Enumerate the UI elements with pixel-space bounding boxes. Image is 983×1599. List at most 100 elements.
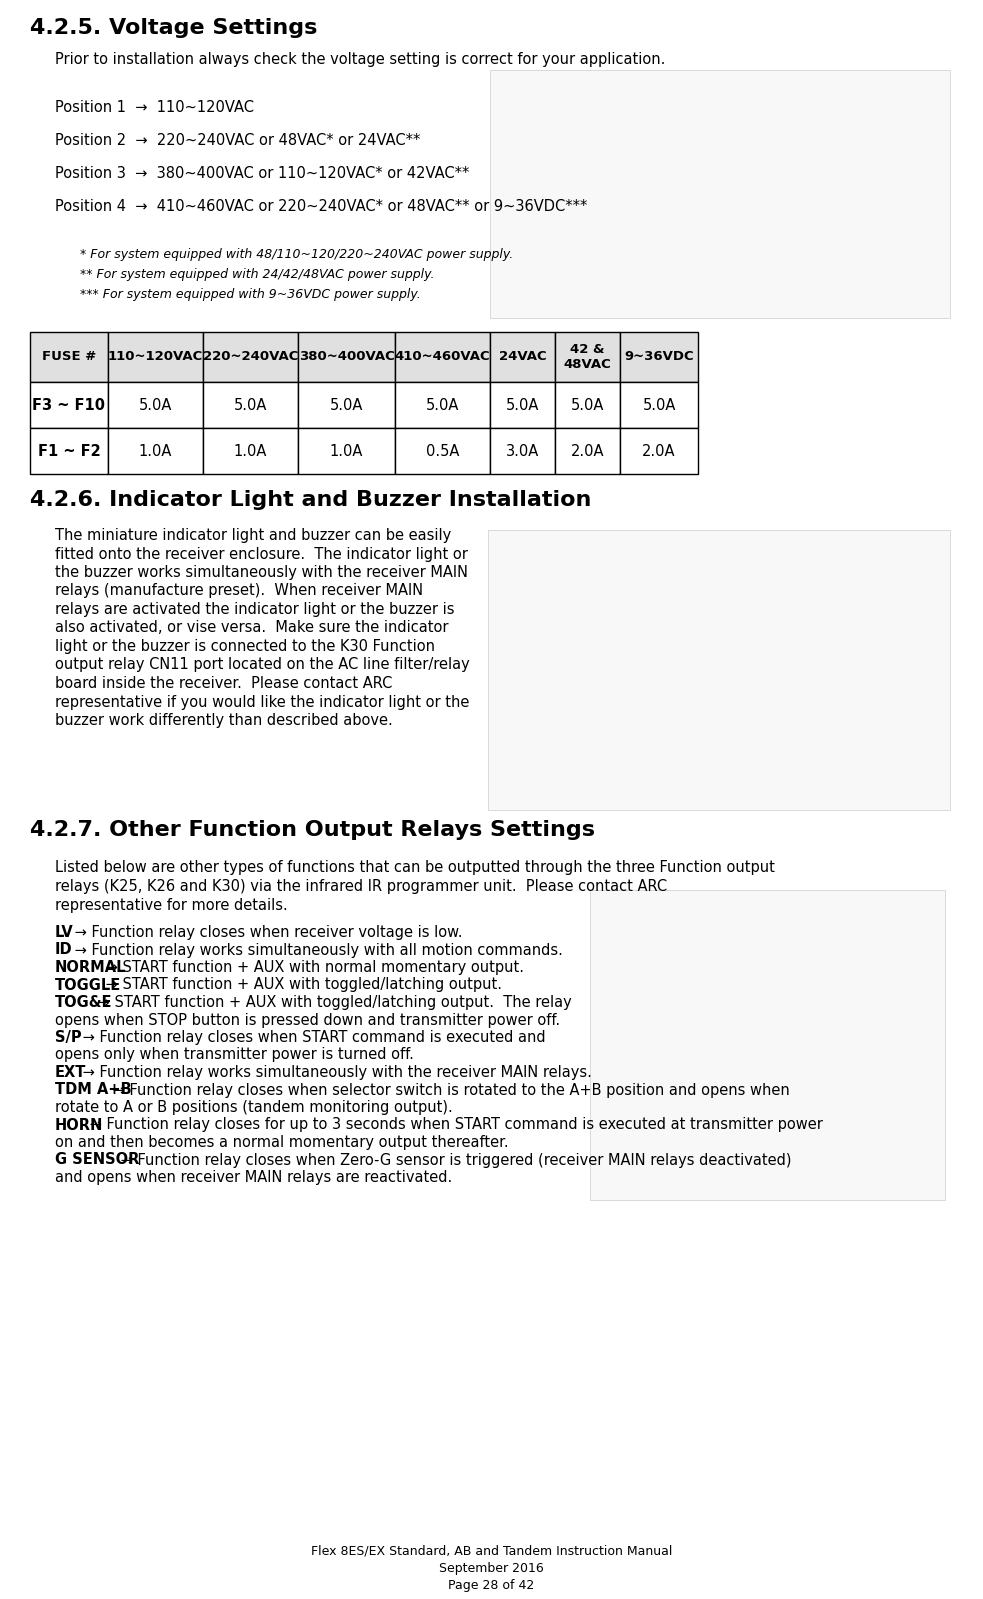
Text: output relay CN11 port located on the AC line filter/relay: output relay CN11 port located on the AC… [55,657,470,673]
Bar [298,333,395,382]
Text: → Function relay closes when selector switch is rotated to the A+B position and : → Function relay closes when selector sw… [108,1083,790,1097]
Text: 5.0A: 5.0A [330,398,363,413]
Text: → START function + AUX with toggled/latching output.: → START function + AUX with toggled/latc… [100,977,501,993]
Text: 4.2.5. Voltage Settings: 4.2.5. Voltage Settings [30,18,318,38]
Text: EXT: EXT [55,1065,87,1079]
Text: 5.0A: 5.0A [642,398,675,413]
Text: 5.0A: 5.0A [426,398,459,413]
Bar [490,429,555,473]
Text: Page 28 of 42: Page 28 of 42 [448,1578,535,1593]
Bar [590,891,945,1199]
Text: 410~460VAC: 410~460VAC [395,350,491,363]
Text: fitted onto the receiver enclosure.  The indicator light or: fitted onto the receiver enclosure. The … [55,547,468,561]
Text: board inside the receiver.  Please contact ARC: board inside the receiver. Please contac… [55,676,392,691]
Text: → Function relay closes when receiver voltage is low.: → Function relay closes when receiver vo… [70,924,463,940]
Text: 380~400VAC: 380~400VAC [299,350,394,363]
Text: → Function relay works simultaneously with all motion commands.: → Function relay works simultaneously wi… [70,942,563,958]
Text: relays (K25, K26 and K30) via the infrared IR programmer unit.  Please contact A: relays (K25, K26 and K30) via the infrar… [55,879,667,894]
Text: NORMAL: NORMAL [55,959,127,975]
Text: 42 &
48VAC: 42 & 48VAC [563,344,611,371]
Text: G SENSOR: G SENSOR [55,1153,140,1167]
Bar [395,382,490,429]
Bar [490,70,950,318]
Text: September 2016: September 2016 [439,1562,544,1575]
Text: and opens when receiver MAIN relays are reactivated.: and opens when receiver MAIN relays are … [55,1170,452,1185]
Text: 5.0A: 5.0A [234,398,267,413]
Text: S/P: S/P [55,1030,82,1046]
Text: 110~120VAC: 110~120VAC [108,350,203,363]
Text: buzzer work differently than described above.: buzzer work differently than described a… [55,713,393,728]
Text: F1 ~ F2: F1 ~ F2 [37,443,100,459]
Text: representative if you would like the indicator light or the: representative if you would like the ind… [55,694,469,710]
Text: 5.0A: 5.0A [139,398,172,413]
Bar [620,429,698,473]
Text: 4.2.6. Indicator Light and Buzzer Installation: 4.2.6. Indicator Light and Buzzer Instal… [30,489,592,510]
Text: opens only when transmitter power is turned off.: opens only when transmitter power is tur… [55,1047,414,1062]
Bar [108,429,203,473]
Text: *** For system equipped with 9~36VDC power supply.: *** For system equipped with 9~36VDC pow… [80,288,421,301]
Bar [620,333,698,382]
Bar [203,333,298,382]
Text: ** For system equipped with 24/42/48VAC power supply.: ** For system equipped with 24/42/48VAC … [80,269,434,281]
Bar [30,429,108,473]
Text: rotate to A or B positions (tandem monitoring output).: rotate to A or B positions (tandem monit… [55,1100,453,1115]
Text: → Function relay closes when Zero-G sensor is triggered (receiver MAIN relays de: → Function relay closes when Zero-G sens… [116,1153,791,1167]
Bar [490,333,555,382]
Text: also activated, or vise versa.  Make sure the indicator: also activated, or vise versa. Make sure… [55,620,448,635]
Text: 4.2.7. Other Function Output Relays Settings: 4.2.7. Other Function Output Relays Sett… [30,820,595,839]
Text: light or the buzzer is connected to the K30 Function: light or the buzzer is connected to the … [55,640,435,654]
Bar [108,333,203,382]
Text: → Function relay closes when START command is executed and: → Function relay closes when START comma… [78,1030,546,1046]
Bar [30,333,108,382]
Text: 3.0A: 3.0A [506,443,539,459]
Bar [108,382,203,429]
Text: → Function relay closes for up to 3 seconds when START command is executed at tr: → Function relay closes for up to 3 seco… [86,1118,824,1132]
Text: FUSE #: FUSE # [42,350,96,363]
Bar [620,382,698,429]
Text: Position 1  →  110~120VAC: Position 1 → 110~120VAC [55,101,254,115]
Text: → START function + AUX with normal momentary output.: → START function + AUX with normal momen… [100,959,524,975]
Bar [490,382,555,429]
Bar [298,429,395,473]
Text: → Function relay works simultaneously with the receiver MAIN relays.: → Function relay works simultaneously wi… [78,1065,592,1079]
Text: 2.0A: 2.0A [642,443,675,459]
Text: the buzzer works simultaneously with the receiver MAIN: the buzzer works simultaneously with the… [55,564,468,580]
Text: Prior to installation always check the voltage setting is correct for your appli: Prior to installation always check the v… [55,53,665,67]
Bar [395,333,490,382]
Text: 1.0A: 1.0A [330,443,363,459]
Text: * For system equipped with 48/110~120/220~240VAC power supply.: * For system equipped with 48/110~120/22… [80,248,513,261]
Bar [30,382,108,429]
Text: F3 ~ F10: F3 ~ F10 [32,398,105,413]
Bar [203,429,298,473]
Bar [555,429,620,473]
Text: 5.0A: 5.0A [506,398,540,413]
Text: relays are activated the indicator light or the buzzer is: relays are activated the indicator light… [55,601,454,617]
Bar [203,382,298,429]
Text: The miniature indicator light and buzzer can be easily: The miniature indicator light and buzzer… [55,528,451,544]
Text: 9~36VDC: 9~36VDC [624,350,694,363]
Text: TOG&E: TOG&E [55,995,112,1011]
Text: TDM A+B: TDM A+B [55,1083,132,1097]
Text: 1.0A: 1.0A [139,443,172,459]
Bar [555,382,620,429]
Bar [395,429,490,473]
Text: TOGGLE: TOGGLE [55,977,121,993]
Text: on and then becomes a normal momentary output thereafter.: on and then becomes a normal momentary o… [55,1135,508,1150]
Text: representative for more details.: representative for more details. [55,899,288,913]
Bar [555,333,620,382]
Text: relays (manufacture preset).  When receiver MAIN: relays (manufacture preset). When receiv… [55,584,423,598]
Text: → START function + AUX with toggled/latching output.  The relay: → START function + AUX with toggled/latc… [93,995,572,1011]
Text: 1.0A: 1.0A [234,443,267,459]
Text: HORN: HORN [55,1118,103,1132]
Text: ID: ID [55,942,73,958]
Bar [298,382,395,429]
Text: opens when STOP button is pressed down and transmitter power off.: opens when STOP button is pressed down a… [55,1012,560,1028]
Text: Flex 8ES/EX Standard, AB and Tandem Instruction Manual: Flex 8ES/EX Standard, AB and Tandem Inst… [311,1545,672,1557]
Text: 2.0A: 2.0A [571,443,605,459]
Text: Position 2  →  220~240VAC or 48VAC* or 24VAC**: Position 2 → 220~240VAC or 48VAC* or 24V… [55,133,421,149]
Text: Position 4  →  410~460VAC or 220~240VAC* or 48VAC** or 9~36VDC***: Position 4 → 410~460VAC or 220~240VAC* o… [55,198,588,214]
Text: 220~240VAC: 220~240VAC [202,350,298,363]
Text: 0.5A: 0.5A [426,443,459,459]
Text: Listed below are other types of functions that can be outputted through the thre: Listed below are other types of function… [55,860,775,875]
Text: 24VAC: 24VAC [498,350,547,363]
